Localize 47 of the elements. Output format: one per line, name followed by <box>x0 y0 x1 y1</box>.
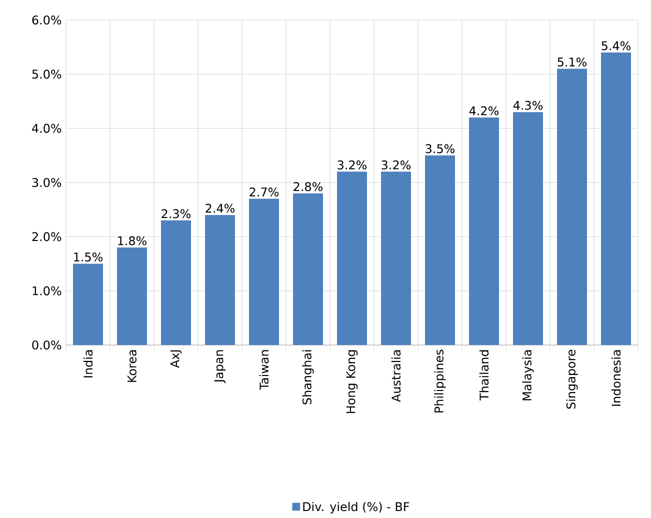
x-tick-label: Japan <box>214 350 226 384</box>
x-tick-label: AxJ <box>170 350 182 368</box>
x-tick-label: Thailand <box>479 350 489 401</box>
bar <box>469 118 500 345</box>
x-tick-label: Singapore <box>566 350 578 409</box>
x-tick-label: Indonesia <box>611 350 621 406</box>
bar <box>293 193 324 345</box>
data-label: 3.5% <box>426 144 455 154</box>
y-tick-label: 6.0% <box>32 15 62 25</box>
bar <box>425 155 456 345</box>
x-tick-label: Shanghai <box>302 350 314 404</box>
data-label: 1.5% <box>74 252 103 262</box>
data-label: 2.7% <box>250 188 279 197</box>
legend-label: Div. yield (%) - BF <box>303 502 410 514</box>
bar <box>205 215 235 345</box>
data-label: 3.2% <box>338 160 367 170</box>
bar <box>381 172 412 345</box>
data-label: 5.1% <box>558 58 587 67</box>
y-tick-label: 3.0% <box>32 178 62 188</box>
y-tick-label: 4.0% <box>32 124 62 133</box>
data-label: 2.8% <box>294 182 323 192</box>
x-tick-label: Malaysia <box>522 350 534 400</box>
data-label: 3.2% <box>382 160 411 170</box>
y-tick-label: 1.0% <box>32 286 62 296</box>
y-tick-label: 2.0% <box>32 232 62 242</box>
x-tick-label: Taiwan <box>259 350 269 390</box>
y-tick-label: 5.0% <box>32 70 62 79</box>
bar <box>249 198 280 345</box>
data-label: 2.3% <box>162 209 191 218</box>
x-tick-label: India <box>83 350 93 378</box>
data-label: 4.2% <box>469 106 499 116</box>
bar <box>117 248 147 345</box>
data-label: 5.4% <box>602 41 631 50</box>
data-label: 1.8% <box>118 236 147 246</box>
data-label: 2.4% <box>206 204 235 213</box>
x-tick-label: Hong Kong <box>346 350 358 414</box>
bar <box>161 220 191 345</box>
x-tick-label: Korea <box>128 350 136 382</box>
x-tick-label: Philippines <box>434 350 446 412</box>
data-label: 4.3% <box>513 100 543 110</box>
bar <box>557 68 588 345</box>
bar <box>73 264 103 345</box>
bar <box>601 52 632 345</box>
bar <box>513 112 544 345</box>
x-tick-label: Australia <box>391 350 401 402</box>
bar <box>337 172 368 345</box>
y-tick-label: 0.0% <box>32 340 62 350</box>
